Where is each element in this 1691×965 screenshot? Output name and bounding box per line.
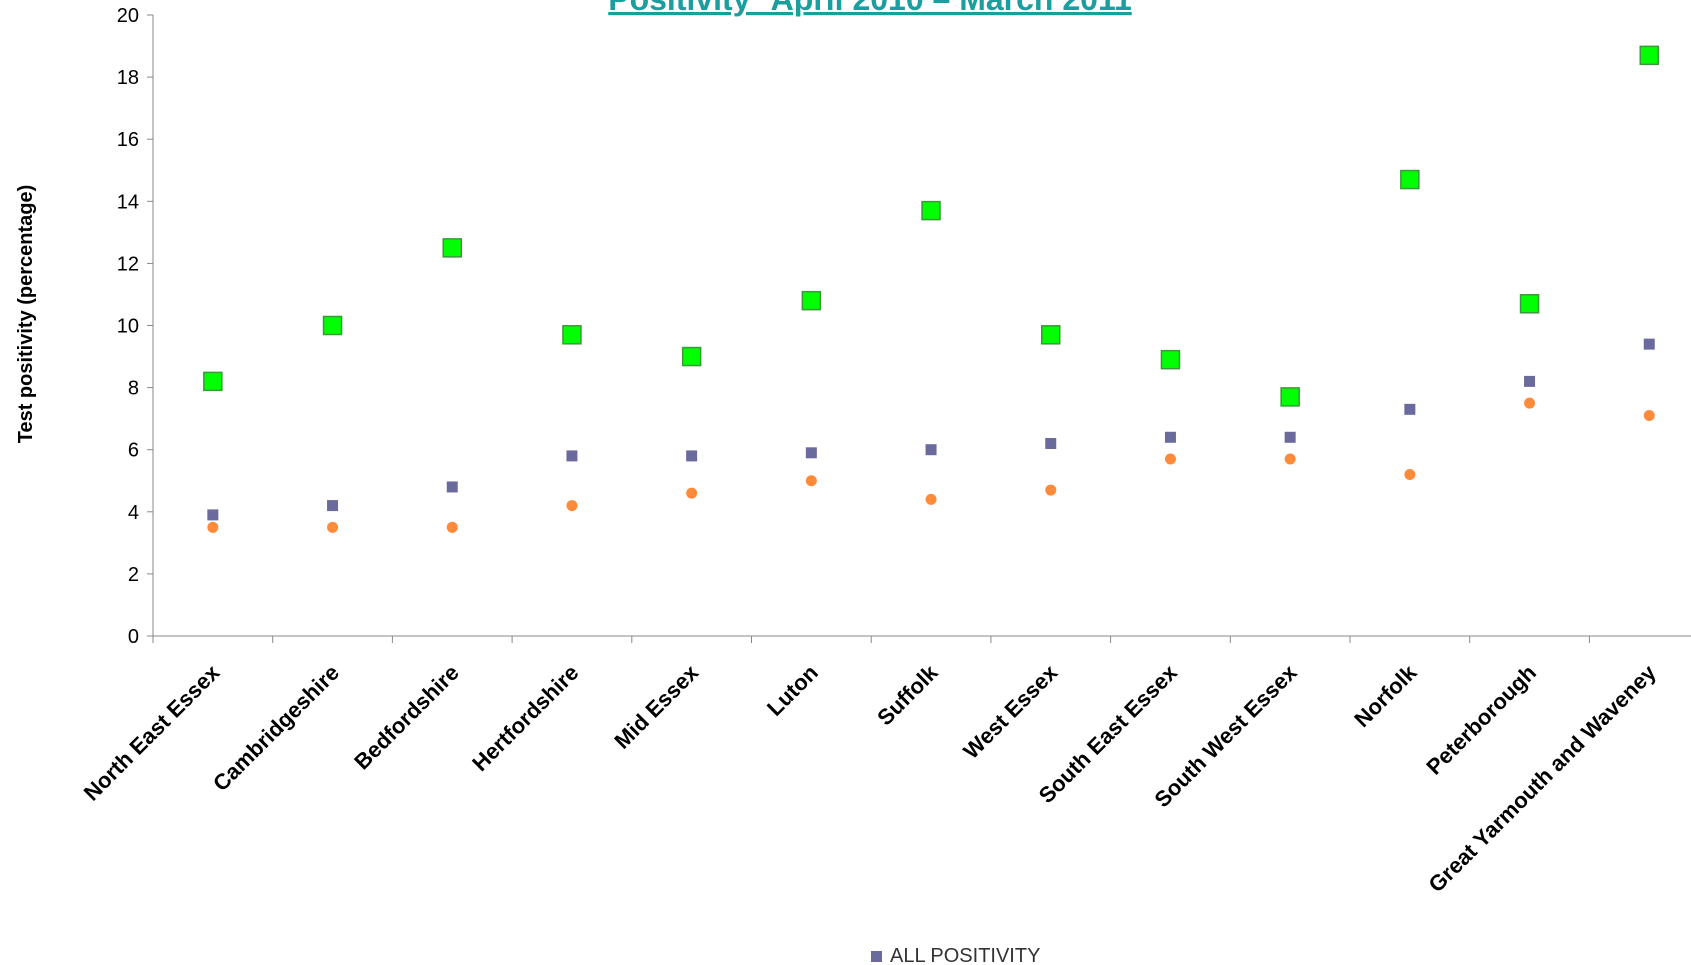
x-tick-label: Great Yarmouth and Waveney — [1424, 659, 1662, 897]
legend-label: ALL POSITIVITY — [890, 945, 1040, 965]
marker — [207, 521, 219, 533]
marker — [805, 447, 817, 459]
y-tick-label: 14 — [117, 191, 139, 213]
marker — [925, 444, 937, 456]
marker — [1284, 431, 1296, 443]
marker — [1164, 431, 1176, 443]
y-tick-label: 12 — [117, 253, 139, 275]
marker — [1041, 325, 1061, 345]
x-tick-label: Mid Essex — [609, 659, 703, 753]
marker — [1284, 453, 1296, 465]
marker — [1045, 437, 1057, 449]
marker — [203, 371, 223, 392]
marker — [925, 493, 937, 505]
x-tick-label: North East Essex — [79, 659, 225, 805]
marker — [566, 500, 578, 512]
marker — [207, 509, 219, 521]
marker — [686, 450, 698, 462]
marker — [442, 238, 462, 258]
marker — [686, 487, 698, 499]
marker — [1045, 484, 1057, 496]
marker — [1400, 169, 1420, 190]
y-tick-label: 10 — [117, 316, 139, 338]
marker — [1280, 387, 1300, 407]
x-tick-label: West Essex — [958, 659, 1062, 763]
y-tick-label: 4 — [128, 502, 139, 524]
x-tick-label: Peterborough — [1421, 660, 1541, 780]
marker — [562, 325, 582, 345]
legend-marker — [871, 951, 882, 962]
marker — [681, 346, 702, 367]
y-tick-label: 0 — [128, 626, 139, 648]
marker — [801, 290, 822, 311]
x-tick-label: Luton — [762, 660, 823, 721]
x-tick-label: Suffolk — [872, 659, 943, 730]
y-tick-label: 20 — [117, 5, 139, 27]
y-tick-label: 6 — [128, 440, 139, 462]
marker — [1524, 375, 1536, 387]
x-tick-label: Cambridgeshire — [208, 660, 344, 796]
y-axis-label: Test positivity (percentage) — [15, 185, 37, 444]
y-tick-label: 8 — [128, 378, 139, 400]
marker — [566, 450, 578, 462]
marker — [1524, 397, 1536, 409]
marker — [1639, 45, 1659, 66]
marker — [1404, 403, 1416, 415]
marker — [327, 521, 339, 533]
x-tick-label: Hertfordshire — [467, 660, 583, 776]
chart-title: Positivity* April 2010 – March 2011 — [608, 0, 1132, 17]
marker — [1643, 410, 1655, 422]
x-tick-label: Bedfordshire — [349, 660, 463, 774]
y-tick-label: 16 — [117, 129, 139, 151]
marker — [446, 481, 458, 493]
marker — [1519, 294, 1540, 314]
marker — [322, 315, 343, 336]
y-tick-label: 18 — [117, 67, 139, 89]
marker — [446, 521, 458, 533]
marker — [1404, 469, 1416, 481]
y-tick-label: 2 — [128, 564, 139, 586]
marker — [1164, 453, 1176, 465]
marker — [805, 475, 817, 487]
marker — [1160, 349, 1181, 370]
marker — [327, 500, 339, 512]
marker — [921, 200, 941, 221]
x-tick-label: Norfolk — [1349, 659, 1422, 732]
marker — [1643, 338, 1655, 350]
